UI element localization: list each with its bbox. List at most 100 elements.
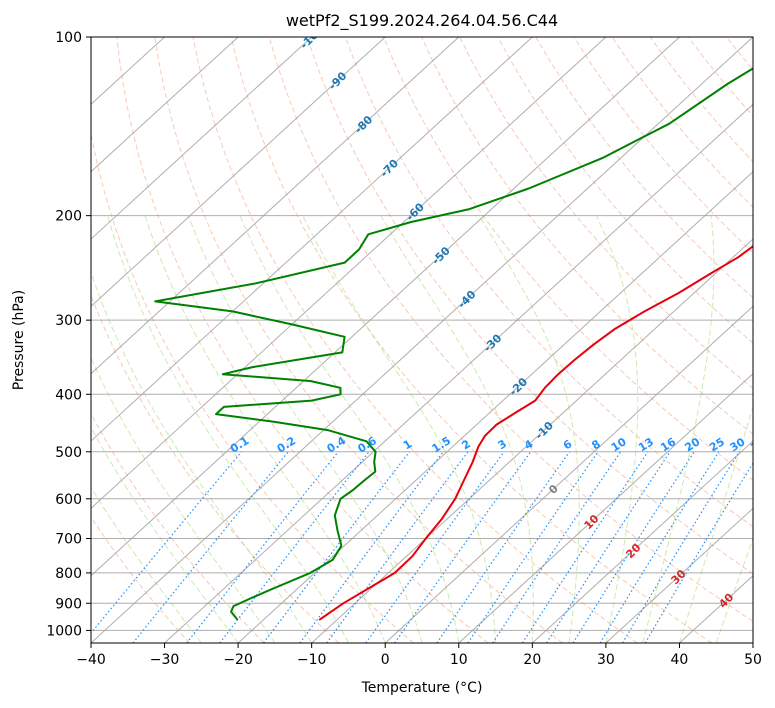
- x-tick-label: 50: [744, 652, 762, 668]
- moist-adiabat-line: [91, 425, 239, 643]
- dry-adiabat-line: [765, 37, 775, 643]
- moist-adiabat-line: [302, 215, 497, 643]
- moist-adiabat-line: [642, 215, 715, 643]
- mixing-ratio-label: 0.2: [275, 434, 298, 455]
- y-axis-label: Pressure (hPa): [11, 290, 27, 390]
- x-tick-label: −20: [223, 652, 253, 668]
- moist-adiabat-line: [107, 215, 349, 643]
- isotherm-line: [164, 103, 753, 643]
- mixing-ratio-line: [299, 451, 444, 643]
- isotherm-line: [752, 642, 753, 643]
- mixing-ratio-line: [572, 451, 695, 643]
- moist-adiabat-line: [91, 270, 313, 643]
- moist-adiabat-line: [678, 405, 753, 643]
- dry-adiabat-line: [497, 37, 753, 344]
- mixing-ratio-line: [622, 451, 740, 643]
- x-tick-label: 40: [671, 652, 689, 668]
- y-tick-label: 200: [55, 209, 82, 225]
- mixing-ratio-line: [91, 451, 242, 634]
- mixing-ratio-label: 8: [589, 437, 602, 452]
- mixing-ratio-line: [132, 451, 289, 643]
- profile-lines: [154, 67, 753, 621]
- isotherm-line: [605, 507, 753, 643]
- y-axis: 100 200 300 400 500 600 700 800 900 1000: [46, 30, 91, 639]
- moist-adiabat-line: [715, 537, 753, 643]
- x-tick-label: −30: [150, 652, 180, 668]
- isotherm-line: [91, 37, 313, 240]
- mixing-ratio-line: [467, 451, 599, 643]
- isotherm-line: [91, 37, 239, 173]
- chart-title: wetPf2_S199.2024.264.04.56.C44: [286, 11, 558, 31]
- y-tick-label: 300: [55, 313, 82, 329]
- moist-adiabat-line: [187, 215, 423, 643]
- mixing-ratio-line: [263, 451, 410, 643]
- moist-adiabat-line: [144, 215, 386, 643]
- moist-adiabat-line: [239, 215, 460, 643]
- background-lines: [91, 37, 775, 643]
- isotherm-line: [91, 37, 533, 442]
- y-tick-label: 100: [55, 30, 82, 46]
- moist-adiabat-line: [91, 356, 276, 643]
- x-axis-label: Temperature (°C): [361, 680, 483, 696]
- x-tick-label: 20: [523, 652, 541, 668]
- mixing-ratio-line: [365, 451, 505, 643]
- dry-adiabat-line: [192, 37, 638, 643]
- isotherm-line: [531, 440, 753, 643]
- dry-adiabat-line: [687, 37, 753, 117]
- mixing-ratio-line: [219, 451, 370, 643]
- isotherm-line: [458, 372, 753, 643]
- mixing-ratio-line: [436, 451, 570, 643]
- dry-adiabat-line: [91, 412, 265, 643]
- mixing-ratio-line: [546, 451, 671, 643]
- y-tick-label: 600: [55, 492, 82, 508]
- dry-adiabat-line: [726, 37, 753, 71]
- plot-frame: [90, 36, 754, 644]
- isotherm-line: [91, 37, 753, 643]
- dry-adiabat-line: [535, 37, 753, 299]
- moist-adiabat-line: [380, 215, 534, 643]
- mixing-ratio-label: 0.1: [228, 434, 251, 455]
- mixing-ratio-line: [521, 451, 649, 643]
- moist-adiabat-line: [91, 486, 202, 643]
- dewpoint-profile-line: [154, 67, 753, 621]
- y-tick-label: 800: [55, 566, 82, 582]
- mixing-ratio-label: 2: [459, 437, 472, 452]
- x-tick-label: 30: [597, 652, 615, 668]
- y-tick-label: 400: [55, 387, 82, 403]
- x-tick-label: −40: [76, 652, 106, 668]
- moist-adiabat-line: [595, 215, 639, 643]
- dry-adiabat-line: [116, 37, 489, 643]
- isotherm-line: [91, 37, 386, 308]
- isotherm-line: [237, 170, 753, 643]
- x-axis: −40 −30 −20 −10 0 10 20 30 40 50: [76, 643, 762, 668]
- dry-adiabat-line: [573, 37, 753, 254]
- isotherm-line: [91, 37, 607, 510]
- y-tick-label: 900: [55, 596, 82, 612]
- dry-adiabat-line: [154, 37, 563, 643]
- dry-adiabat-line: [306, 37, 753, 575]
- dry-adiabat-line: [268, 37, 753, 623]
- mixing-ratio-line: [394, 451, 532, 643]
- y-tick-label: 1000: [46, 623, 82, 639]
- mixing-ratio-label: 36: [748, 435, 768, 454]
- mixing-ratio-label: 6: [561, 437, 575, 452]
- isotherm-line: [91, 37, 460, 375]
- mixing-ratio-line: [644, 462, 753, 643]
- mixing-ratio-label: 3: [496, 437, 509, 452]
- y-tick-label: 500: [55, 445, 82, 461]
- x-tick-label: 0: [381, 652, 390, 668]
- mixing-ratio-line: [326, 451, 469, 643]
- mixing-ratio-line: [186, 451, 339, 643]
- x-tick-label: 10: [450, 652, 468, 668]
- dry-adiabat-line: [344, 37, 753, 528]
- dry-adiabat-line: [649, 37, 753, 163]
- dry-adiabat-line: [421, 37, 753, 435]
- dry-adiabat-line: [91, 516, 191, 643]
- x-tick-label: −10: [297, 652, 327, 668]
- temperature-profile-line: [318, 245, 753, 621]
- mixing-ratio-line: [599, 451, 720, 643]
- y-tick-label: 700: [55, 532, 82, 548]
- isotherm-line: [91, 37, 680, 577]
- mixing-ratio-line: [492, 451, 622, 643]
